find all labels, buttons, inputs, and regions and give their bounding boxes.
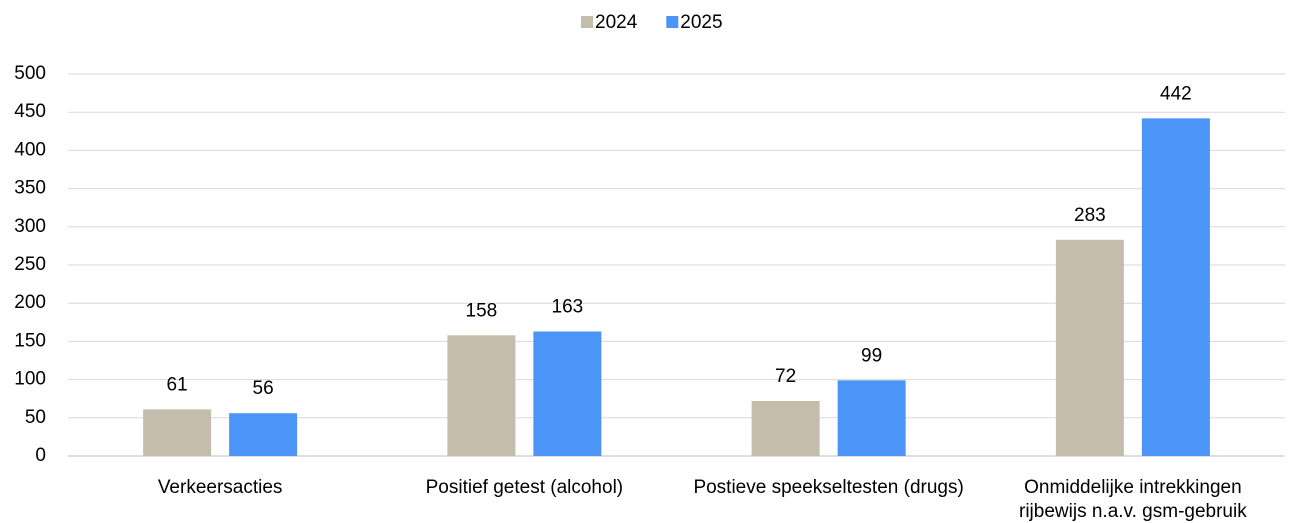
x-tick-label: Positief getest (alcohol) bbox=[426, 477, 624, 498]
data-label: 61 bbox=[167, 374, 188, 395]
y-tick-label: 500 bbox=[14, 63, 46, 84]
y-tick-label: 300 bbox=[14, 216, 46, 237]
y-tick-label: 50 bbox=[25, 407, 46, 428]
bar bbox=[143, 409, 212, 456]
x-tick-label: Verkeersacties bbox=[158, 477, 283, 498]
legend-label: 2025 bbox=[680, 12, 722, 33]
data-label: 72 bbox=[775, 366, 796, 387]
bar bbox=[837, 380, 906, 456]
y-tick-label: 350 bbox=[14, 178, 46, 199]
y-tick-label: 150 bbox=[14, 330, 46, 351]
y-tick-label: 400 bbox=[14, 139, 46, 160]
data-label: 158 bbox=[466, 300, 498, 321]
legend-label: 2024 bbox=[595, 12, 638, 33]
data-label: 56 bbox=[253, 378, 274, 399]
bar bbox=[533, 331, 602, 456]
y-tick-label: 250 bbox=[14, 254, 46, 275]
bar bbox=[1055, 239, 1124, 456]
legend-swatch bbox=[666, 16, 679, 28]
data-label: 99 bbox=[861, 345, 882, 366]
data-label: 163 bbox=[552, 296, 584, 317]
bar bbox=[1141, 118, 1210, 456]
y-tick-label: 200 bbox=[14, 292, 46, 313]
data-label: 283 bbox=[1074, 205, 1106, 226]
x-tick-label: Onmiddelijke intrekkingen rijbewijs n.a.v… bbox=[1019, 477, 1247, 522]
y-tick-label: 100 bbox=[14, 369, 46, 390]
bar bbox=[447, 335, 516, 456]
y-tick-label: 450 bbox=[14, 101, 46, 122]
x-tick-label: Postieve speekseltesten (drugs) bbox=[693, 477, 963, 498]
data-label: 442 bbox=[1160, 83, 1192, 104]
legend-swatch bbox=[581, 16, 593, 28]
bar bbox=[229, 413, 298, 456]
y-tick-label: 0 bbox=[35, 445, 46, 466]
bar bbox=[751, 400, 820, 456]
